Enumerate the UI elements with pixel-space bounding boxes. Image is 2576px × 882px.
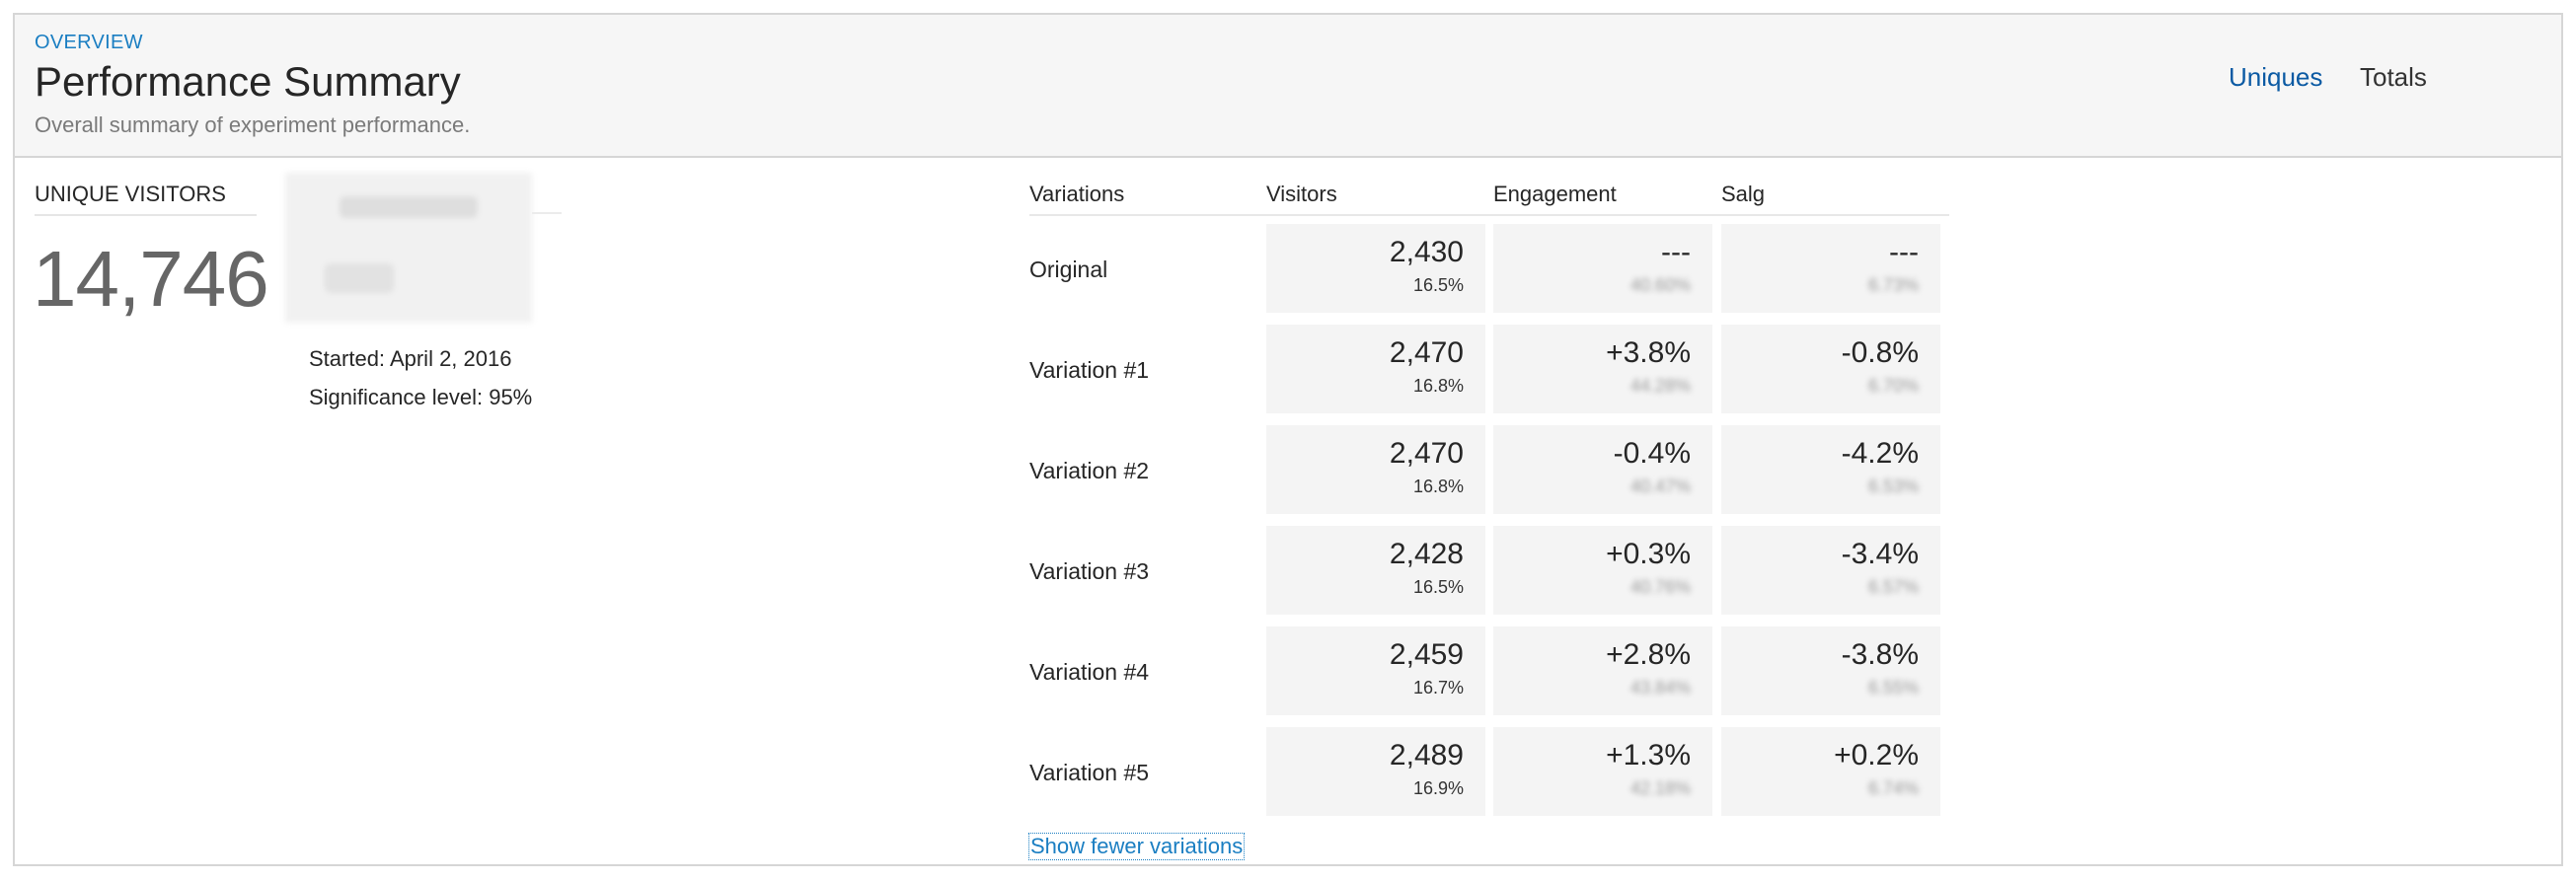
column-header-visitors: Visitors [1266, 182, 1337, 206]
row-label: Variation #4 [1029, 659, 1150, 685]
visitors-cell: 2,459 16.7% [1266, 626, 1485, 715]
engagement-cell-subvalue: 40.60% [1629, 275, 1691, 295]
engagement-cell-subvalue: 40.47% [1629, 477, 1691, 496]
visitors-cell-value: 2,428 [1389, 538, 1464, 570]
engagement-cell-subvalue: 42.18% [1629, 778, 1691, 798]
salg-cell-value: -0.8% [1841, 336, 1919, 369]
engagement-cell-value: +1.3% [1606, 739, 1691, 772]
column-header-engagement: Engagement [1493, 182, 1617, 206]
row-label: Variation #5 [1029, 760, 1150, 785]
engagement-cell-subvalue: 40.76% [1629, 577, 1691, 597]
visitors-cell-value: 2,430 [1389, 236, 1464, 268]
toggle-uniques[interactable]: Uniques [2229, 62, 2323, 92]
toggle-totals[interactable]: Totals [2360, 62, 2427, 92]
visitors-cell-subvalue: 16.5% [1412, 275, 1464, 295]
engagement-cell: -0.4% 40.47% [1493, 425, 1712, 514]
column-header-variations: Variations [1029, 182, 1125, 206]
visitors-cell: 2,489 16.9% [1266, 727, 1485, 816]
engagement-cell-value: +0.3% [1606, 538, 1691, 570]
visitors-cell-subvalue: 16.9% [1412, 778, 1464, 798]
salg-cell: -0.8% 6.70% [1721, 325, 1940, 413]
visitors-cell-value: 2,489 [1389, 739, 1464, 772]
salg-cell-value: -4.2% [1841, 437, 1919, 470]
divider [532, 212, 562, 214]
panel-header: OVERVIEW Performance Summary Overall sum… [15, 15, 2561, 158]
visitors-cell-value: 2,470 [1389, 336, 1464, 369]
engagement-cell: +2.8% 43.84% [1493, 626, 1712, 715]
salg-cell-subvalue: 6.70% [1867, 376, 1919, 396]
salg-cell-subvalue: 6.73% [1867, 275, 1919, 295]
salg-cell-subvalue: 6.57% [1867, 577, 1919, 597]
divider [35, 214, 257, 216]
visitors-cell: 2,470 16.8% [1266, 425, 1485, 514]
visitors-cell: 2,430 16.5% [1266, 224, 1485, 313]
engagement-cell: +1.3% 42.18% [1493, 727, 1712, 816]
salg-cell: +0.2% 6.74% [1721, 727, 1940, 816]
salg-cell: -3.4% 6.57% [1721, 526, 1940, 615]
show-fewer-variations-link[interactable]: Show fewer variations [1027, 833, 1246, 860]
salg-cell-subvalue: 6.74% [1867, 778, 1919, 798]
salg-cell-value: --- [1889, 236, 1919, 268]
engagement-cell-value: --- [1661, 236, 1691, 268]
row-label: Variation #2 [1029, 458, 1150, 483]
salg-cell-value: -3.4% [1841, 538, 1919, 570]
section-eyebrow: OVERVIEW [35, 32, 143, 53]
engagement-cell-value: +2.8% [1606, 638, 1691, 671]
row-label: Original [1029, 257, 1108, 282]
unique-visitors-value: 14,746 [33, 235, 269, 323]
salg-cell: --- 6.73% [1721, 224, 1940, 313]
salg-cell-value: +0.2% [1834, 739, 1919, 772]
page-title: Performance Summary [35, 58, 461, 105]
visitors-cell-value: 2,459 [1389, 638, 1464, 671]
visitors-cell-subvalue: 16.7% [1412, 678, 1464, 698]
page-subtitle: Overall summary of experiment performanc… [35, 112, 471, 137]
salg-cell-value: -3.8% [1841, 638, 1919, 671]
unique-visitors-label: UNIQUE VISITORS [35, 182, 226, 206]
row-label: Variation #1 [1029, 357, 1150, 383]
column-header-salg: Salg [1721, 182, 1766, 206]
engagement-cell-subvalue: 43.84% [1629, 678, 1691, 698]
visitors-cell: 2,470 16.8% [1266, 325, 1485, 413]
engagement-cell: --- 40.60% [1493, 224, 1712, 313]
engagement-cell-value: -0.4% [1613, 437, 1691, 470]
visitors-cell-value: 2,470 [1389, 437, 1464, 470]
visitors-cell-subvalue: 16.5% [1412, 577, 1464, 597]
salg-cell-subvalue: 6.55% [1867, 678, 1919, 698]
visitors-cell-subvalue: 16.8% [1412, 376, 1464, 396]
row-label: Variation #3 [1029, 558, 1150, 584]
engagement-cell-subvalue: 44.28% [1629, 376, 1691, 396]
divider [1029, 214, 1949, 216]
redacted-chart-placeholder [285, 173, 532, 323]
started-date: Started: April 2, 2016 [309, 346, 512, 371]
engagement-cell: +0.3% 40.76% [1493, 526, 1712, 615]
salg-cell: -3.8% 6.55% [1721, 626, 1940, 715]
visitors-cell: 2,428 16.5% [1266, 526, 1485, 615]
significance-level: Significance level: 95% [309, 385, 533, 409]
engagement-cell-value: +3.8% [1606, 336, 1691, 369]
performance-summary-panel: OVERVIEW Performance Summary Overall sum… [13, 13, 2563, 866]
visitors-cell-subvalue: 16.8% [1412, 477, 1464, 496]
salg-cell: -4.2% 6.53% [1721, 425, 1940, 514]
engagement-cell: +3.8% 44.28% [1493, 325, 1712, 413]
salg-cell-subvalue: 6.53% [1867, 477, 1919, 496]
